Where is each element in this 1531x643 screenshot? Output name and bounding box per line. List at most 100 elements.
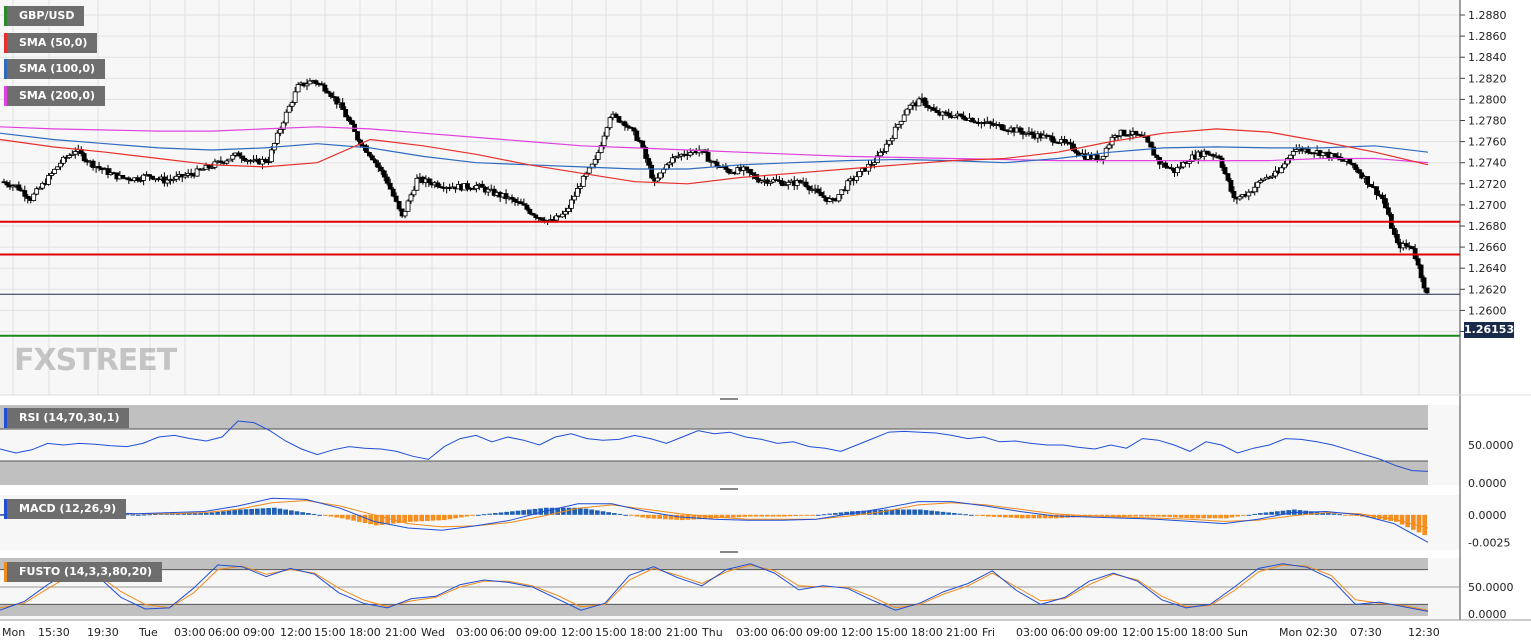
rsi-label[interactable]: RSI (14,70,30,1) (4, 408, 130, 428)
macd-pane-resize-handle[interactable] (720, 488, 738, 490)
macd-bar-negative (702, 514, 708, 519)
macd-bar-positive (181, 513, 186, 515)
candle-bear (1228, 179, 1234, 192)
candle-bear (1133, 130, 1139, 135)
candle-bear (322, 84, 328, 92)
macd-bar-negative (759, 514, 764, 517)
candle-bear (188, 172, 194, 175)
candle-bear (518, 201, 524, 205)
candle-bull (295, 84, 301, 93)
candle-bear (1332, 153, 1338, 157)
macd-label[interactable]: MACD (12,26,9) (4, 499, 127, 519)
rsi-pane-resize-handle[interactable] (720, 398, 738, 400)
macd-bar-negative (464, 514, 470, 517)
macd-bar-positive (1331, 513, 1337, 515)
candle-bear (744, 166, 750, 170)
macd-bar-negative (1025, 514, 1031, 519)
sma200-label[interactable]: SMA (200,0) (4, 86, 106, 106)
candle-bear (1050, 136, 1056, 143)
macd-bar-positive (1337, 514, 1342, 516)
macd-bar-negative (357, 514, 362, 522)
macd-bar-negative (1167, 514, 1172, 518)
macd-bar-positive (255, 508, 260, 515)
candle-bear (646, 158, 652, 166)
candle-bear (643, 146, 649, 159)
candle-bear (1424, 287, 1430, 294)
candle-bull (470, 188, 476, 191)
candle-bull (289, 102, 295, 107)
macd-bar-positive (816, 514, 821, 516)
candle-bull (675, 155, 681, 158)
candle-bear (634, 130, 640, 141)
candle-bear (1409, 246, 1415, 249)
candle-bear (1350, 162, 1356, 166)
fusto-tick-label: 50.0000 (1468, 581, 1514, 594)
candle-bull (604, 127, 610, 137)
macd-bar-negative (1003, 514, 1008, 518)
candle-bull (839, 189, 845, 195)
candle-bear (1305, 148, 1311, 154)
macd-bar-positive (1303, 510, 1308, 515)
macd-bar-negative (1212, 514, 1218, 519)
macd-bar-negative (1008, 514, 1014, 518)
macd-bar-negative (629, 514, 634, 516)
macd-bar-negative (1139, 514, 1144, 517)
macd-bar-negative (674, 514, 679, 520)
candle-bull (304, 83, 310, 87)
macd-bar-positive (617, 513, 623, 515)
macd-bar-negative (453, 514, 458, 519)
candle-bull (1178, 166, 1183, 169)
candle-bear (616, 116, 622, 123)
candle-bull (845, 180, 851, 191)
x-tick-label: 18:00 (1191, 626, 1223, 639)
macd-bar-positive (283, 509, 288, 515)
fusto-label[interactable]: FUSTO (14,3,3,80,20) (4, 562, 163, 582)
sma100-line (0, 132, 1429, 170)
candle-bear (147, 174, 152, 177)
macd-bar-negative (1014, 514, 1019, 519)
macd-bar-positive (153, 513, 158, 515)
macd-bar-negative (799, 514, 804, 516)
macd-bar-negative (1054, 514, 1059, 519)
macd-bar-positive (272, 507, 277, 515)
macd-bar-positive (221, 511, 226, 515)
y-tick-label: 1.2700 (1468, 199, 1507, 212)
macd-bar-negative (1195, 514, 1201, 519)
candle-bear (1231, 190, 1237, 199)
fusto-pane-resize-handle[interactable] (720, 551, 738, 553)
instrument-label[interactable]: GBP/USD (4, 6, 85, 26)
macd-bar-negative (997, 514, 1002, 518)
candle-bull (1237, 196, 1243, 200)
macd-bar-positive (906, 509, 912, 515)
macd-bar-negative (345, 514, 351, 520)
macd-bar-positive (821, 514, 827, 516)
macd-bar-negative (1042, 514, 1048, 519)
y-tick-label: 1.2720 (1468, 178, 1507, 191)
sma50-label[interactable]: SMA (50,0) (4, 33, 98, 53)
candle-bull (889, 137, 895, 142)
macd-bar-positive (606, 512, 611, 515)
x-tick-label: Sun (1227, 626, 1248, 639)
x-tick-label: 03:00 (456, 626, 488, 639)
macd-bar-positive (124, 514, 130, 516)
candle-bear (750, 172, 756, 176)
candle-bear (1017, 127, 1023, 133)
macd-bar-positive (532, 508, 538, 515)
candle-bull (402, 210, 408, 217)
candle-bear (396, 201, 402, 210)
macd-bar-negative (787, 514, 793, 517)
macd-bar-negative (442, 514, 447, 521)
macd-bar-positive (827, 513, 832, 515)
candle-bull (574, 188, 580, 197)
candle-bear (378, 166, 384, 172)
candle-bear (390, 188, 396, 197)
x-tick-label: 12:30 (1408, 626, 1440, 639)
sma100-label[interactable]: SMA (100,0) (4, 59, 106, 79)
candle-bear (821, 195, 827, 198)
sma50-line (0, 128, 1429, 185)
macd-bar-positive (147, 514, 152, 516)
sma200-line (0, 126, 1429, 164)
candle-bear (239, 155, 245, 159)
macd-bar-positive (940, 511, 946, 515)
candle-bear (1383, 198, 1388, 209)
